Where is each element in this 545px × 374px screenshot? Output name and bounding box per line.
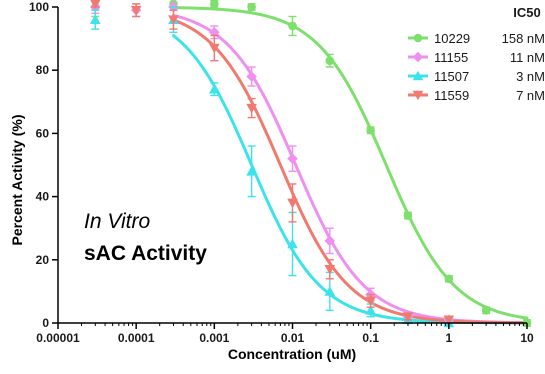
data-point xyxy=(402,312,414,322)
data-point xyxy=(443,315,455,326)
legend-ic50: 158 nM xyxy=(502,31,545,46)
x-tick-label: 10 xyxy=(520,331,534,345)
legend-label: 11507 xyxy=(434,69,469,84)
data-point xyxy=(481,306,491,315)
data-point xyxy=(403,211,413,220)
series-11155 xyxy=(89,0,455,326)
legend-title: IC50 xyxy=(513,5,540,20)
axes-layer: 0 20 40 60 80 100 0.00001 0.0001 0.001 0.01 0.1 1 10 xyxy=(29,0,534,345)
series-11559 xyxy=(90,0,455,326)
y-axis-title: Percent Activity (%) xyxy=(9,115,25,246)
data-point xyxy=(168,15,179,25)
data-point xyxy=(287,198,298,209)
y-tick-label: 20 xyxy=(36,253,50,267)
data-point xyxy=(444,274,454,284)
data-point xyxy=(209,83,220,94)
x-axis-title: Concentration (uM) xyxy=(228,346,356,362)
x-tick-label: 1 xyxy=(445,331,452,345)
legend-ic50: 11 nM xyxy=(510,50,545,65)
y-tick-label: 80 xyxy=(36,63,50,77)
data-point xyxy=(288,21,297,31)
legend-label: 11155 xyxy=(434,50,468,65)
legend-ic50: 7 nM xyxy=(516,88,545,103)
legend-label: 10229 xyxy=(434,31,470,46)
data-point xyxy=(287,238,298,249)
data-point xyxy=(89,14,101,24)
fit-curves-layer xyxy=(171,6,529,325)
legend-ic50: 3 nM xyxy=(516,69,545,84)
data-point xyxy=(210,0,219,9)
x-tick-label: 0.001 xyxy=(199,331,229,345)
data-point xyxy=(90,0,101,10)
data-point xyxy=(130,5,142,16)
legend-item-11155: 11155 11 nM xyxy=(408,50,545,65)
legend-marker xyxy=(412,90,424,101)
data-point xyxy=(324,235,336,247)
data-point xyxy=(246,166,257,176)
legend-item-11559: 11559 7 nM xyxy=(408,88,545,103)
x-tick-label: 0.00001 xyxy=(36,331,80,345)
fit-curve-10229 xyxy=(171,6,529,320)
legend-marker xyxy=(412,70,424,81)
legend-label: 11559 xyxy=(434,88,469,103)
legend-marker xyxy=(413,33,423,43)
x-tick-label: 0.0001 xyxy=(118,331,155,345)
data-point xyxy=(246,103,257,114)
legend-item-10229: 10229 158 nM xyxy=(408,31,545,46)
y-tick-label: 40 xyxy=(36,190,50,204)
y-tick-label: 60 xyxy=(36,126,50,140)
data-point xyxy=(365,305,376,315)
data-point xyxy=(247,2,256,12)
data-point xyxy=(365,296,376,307)
data-point xyxy=(325,56,335,66)
legend-marker xyxy=(412,51,424,63)
data-point xyxy=(324,264,336,275)
annotation-sac-activity: sAC Activity xyxy=(84,242,207,265)
x-tick-label: 0.01 xyxy=(281,331,305,345)
x-tick-label: 0.1 xyxy=(362,331,379,345)
series-11507 xyxy=(89,6,455,328)
legend: IC50 10229 158 nM 11155 11 nM 11507 3 nM 11559… xyxy=(408,5,545,103)
y-tick-label: 0 xyxy=(42,316,49,330)
data-point xyxy=(209,43,220,54)
fit-curve-11507 xyxy=(171,34,529,325)
y-tick-label: 100 xyxy=(29,0,49,14)
data-point xyxy=(246,71,257,82)
legend-item-11507: 11507 3 nM xyxy=(408,69,545,84)
data-point xyxy=(324,286,336,296)
annotation-in-vitro: In Vitro xyxy=(84,210,150,233)
data-point xyxy=(287,153,298,164)
data-point xyxy=(366,125,375,135)
fit-curve-11559 xyxy=(171,18,529,325)
